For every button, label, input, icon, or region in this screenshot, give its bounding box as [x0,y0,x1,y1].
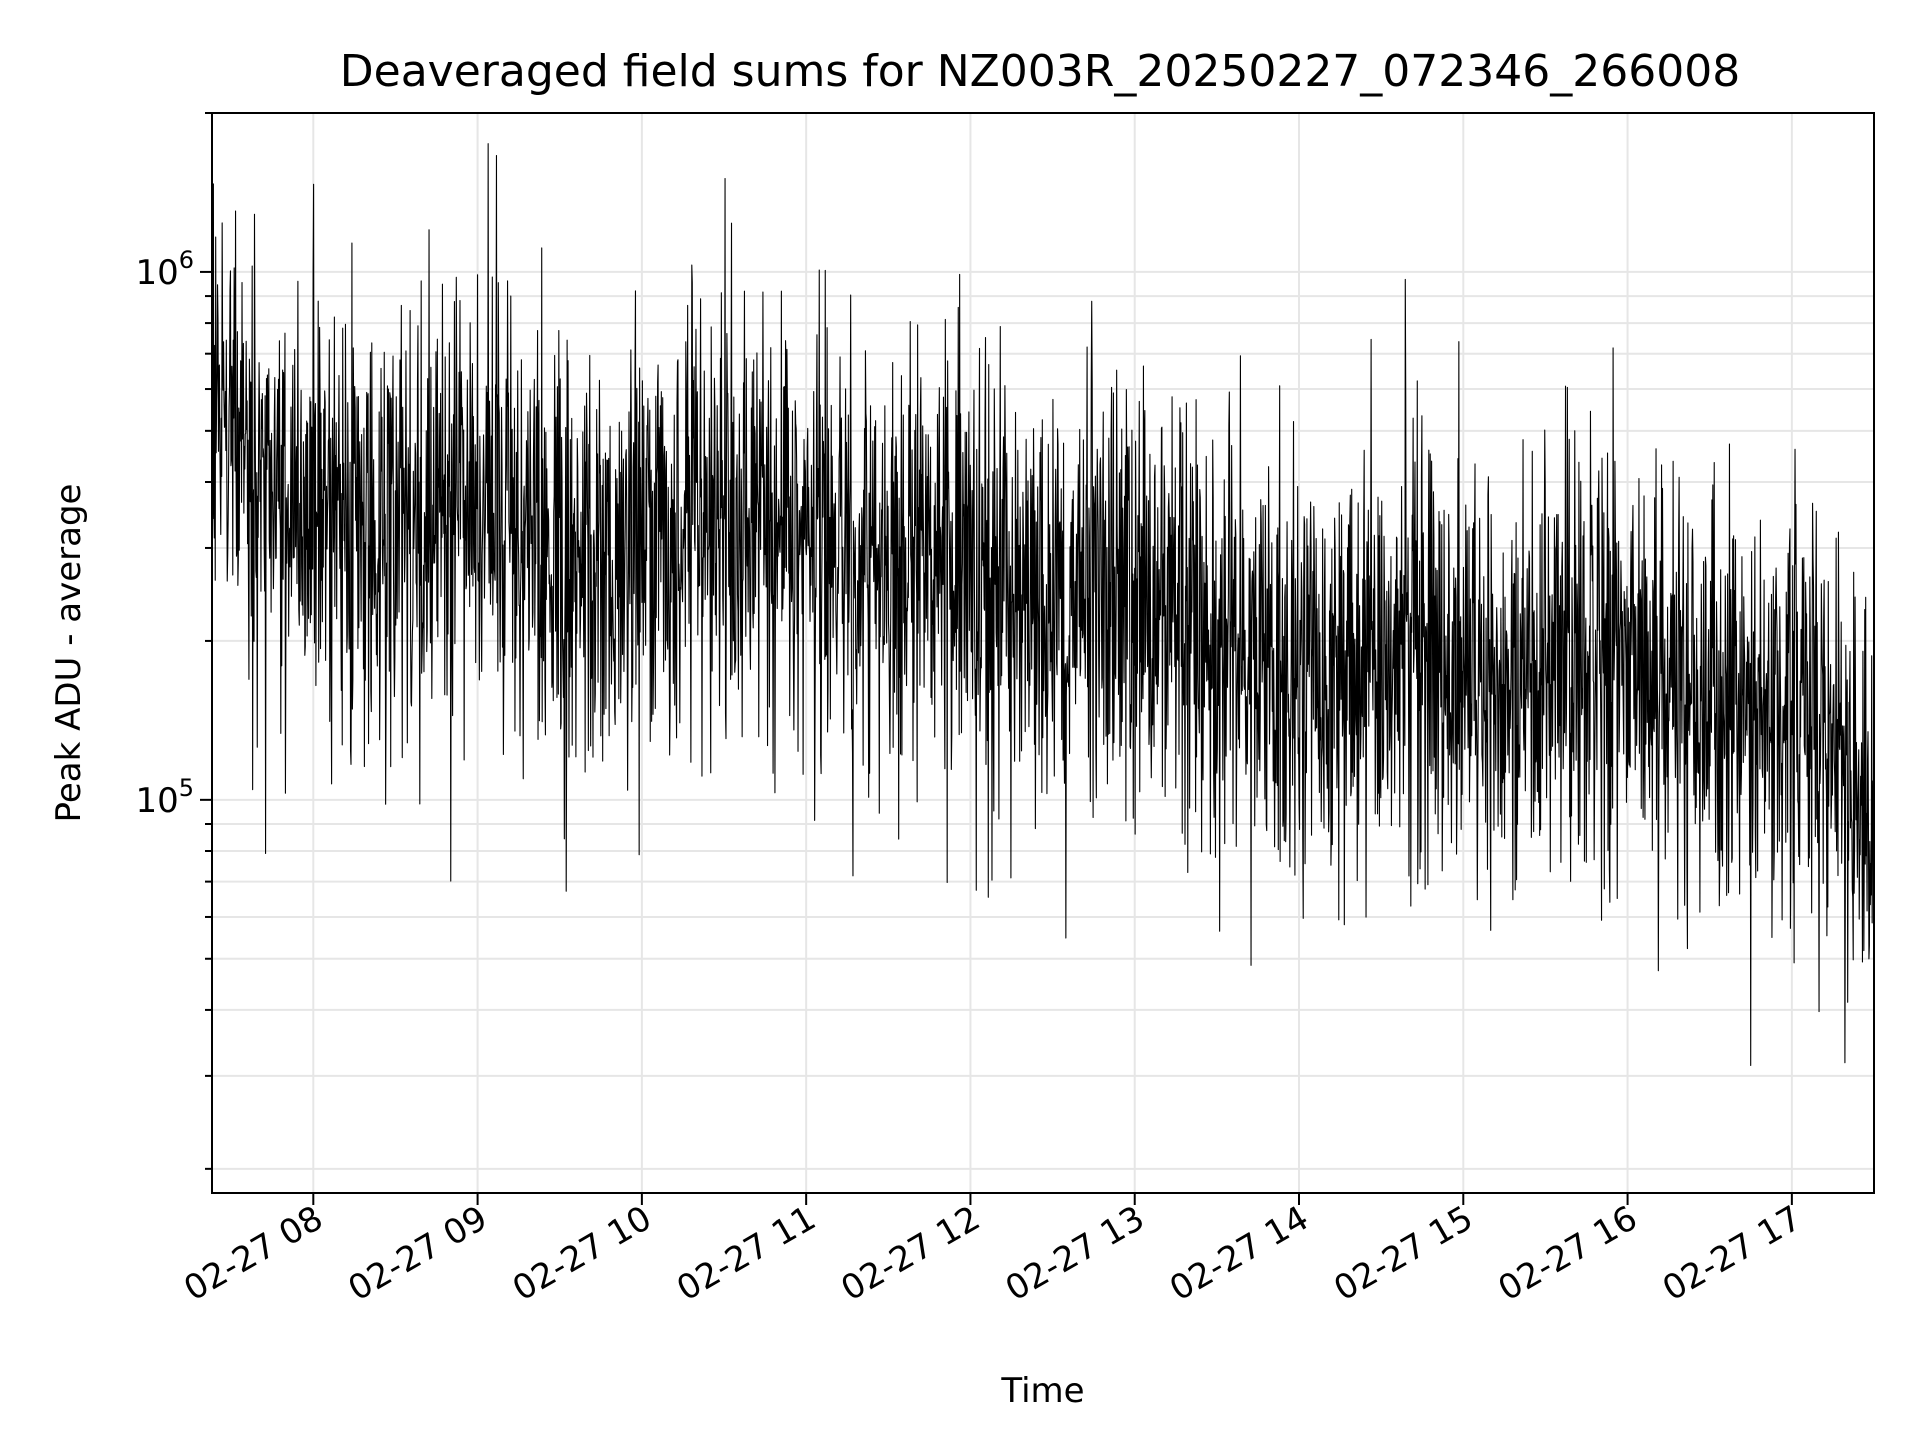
x-axis-label: Time [1000,1371,1084,1411]
series-line [212,143,1874,1076]
y-tick-label: 106 [135,246,194,293]
series-layer [212,143,1874,1076]
plot-frame [211,112,1875,1194]
y-tick-label: 105 [135,774,194,821]
y-axis: 105 106 [135,112,212,1170]
y-axis-label: Peak ADU - average [49,484,89,823]
chart-title: Deaveraged field sums for NZ003R_2025022… [340,46,1740,97]
